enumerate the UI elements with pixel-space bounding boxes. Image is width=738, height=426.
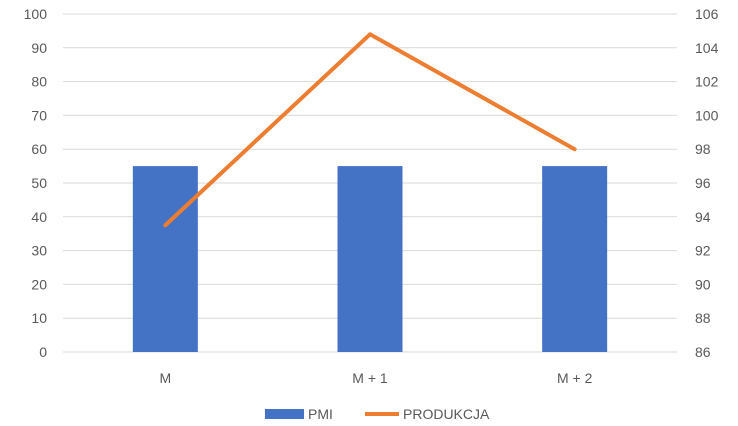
x-category-label: M + 1 bbox=[352, 370, 388, 386]
x-category-label: M + 2 bbox=[557, 370, 593, 386]
y-left-tick-label: 20 bbox=[31, 276, 47, 292]
y-right-tick-label: 104 bbox=[695, 40, 719, 56]
bar-pmi bbox=[542, 166, 608, 352]
y-right-tick-label: 92 bbox=[695, 243, 711, 259]
legend-label-pmi: PMI bbox=[308, 406, 333, 422]
y-left-tick-label: 80 bbox=[31, 74, 47, 90]
y-right-tick-label: 98 bbox=[695, 141, 711, 157]
y-left-tick-label: 100 bbox=[24, 6, 48, 22]
y-right-tick-label: 100 bbox=[695, 107, 719, 123]
y-left-tick-label: 30 bbox=[31, 243, 47, 259]
legend-swatch-pmi bbox=[265, 409, 304, 419]
y-right-tick-label: 94 bbox=[695, 209, 711, 225]
y-right-tick-label: 90 bbox=[695, 276, 711, 292]
legend-label-produkcja: PRODUKCJA bbox=[403, 406, 490, 422]
y-left-tick-label: 10 bbox=[31, 310, 47, 326]
y-right-tick-label: 88 bbox=[695, 310, 711, 326]
y-right-tick-label: 86 bbox=[695, 344, 711, 360]
y-left-tick-label: 40 bbox=[31, 209, 47, 225]
y-left-tick-label: 60 bbox=[31, 141, 47, 157]
y-right-tick-label: 106 bbox=[695, 6, 719, 22]
x-category-label: M bbox=[159, 370, 171, 386]
y-left-tick-label: 0 bbox=[39, 344, 47, 360]
y-left-tick-label: 90 bbox=[31, 40, 47, 56]
bar-pmi bbox=[337, 166, 403, 352]
y-left-tick-label: 50 bbox=[31, 175, 47, 191]
y-right-tick-label: 96 bbox=[695, 175, 711, 191]
y-right-tick-label: 102 bbox=[695, 74, 719, 90]
bar-pmi bbox=[132, 166, 198, 352]
y-left-tick-label: 70 bbox=[31, 107, 47, 123]
